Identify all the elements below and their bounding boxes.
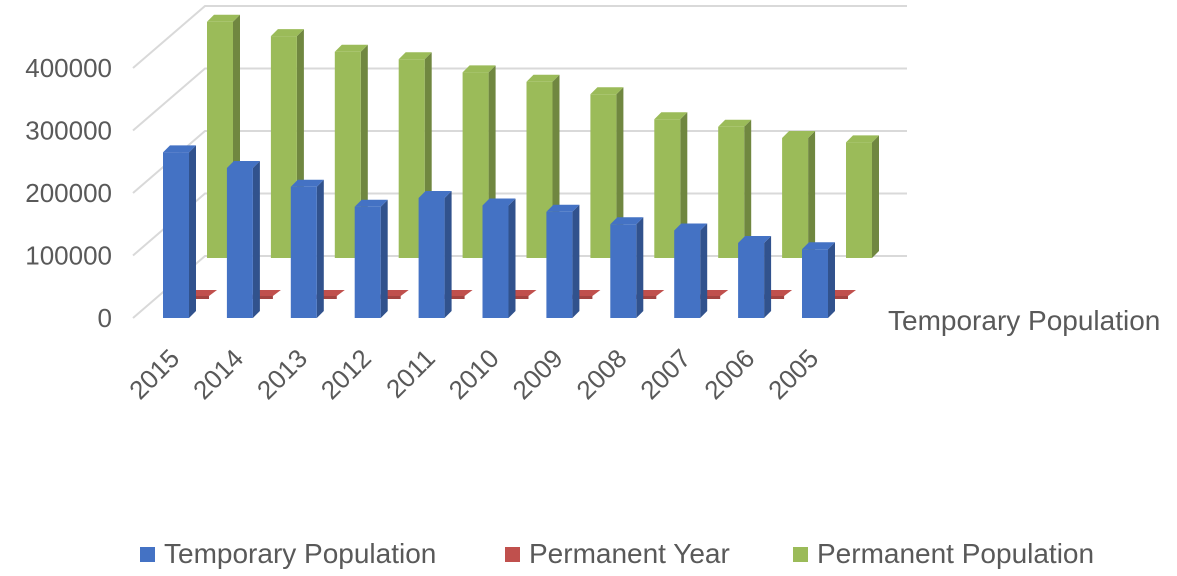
x-tick-label: 2014 <box>187 343 249 405</box>
legend-label: Temporary Population <box>164 538 437 569</box>
y-tick-label: 400000 <box>25 53 112 83</box>
x-tick-label: 2015 <box>123 343 185 405</box>
legend-swatch <box>793 546 808 562</box>
bar-temporary-population <box>546 204 580 318</box>
legend-swatch <box>505 546 520 562</box>
gridline <box>132 5 907 69</box>
x-tick-label: 2006 <box>698 343 760 405</box>
bar-temporary-population <box>290 179 324 318</box>
legend-item-permanent-population: Permanent Population <box>793 534 1094 574</box>
bar-permanent-population <box>782 131 816 258</box>
x-tick-label: 2007 <box>634 343 696 405</box>
bar-temporary-population <box>802 242 835 318</box>
x-tick-label: 2013 <box>251 343 313 405</box>
bar-temporary-population <box>674 223 708 318</box>
legend-item-permanent-year: Permanent Year <box>505 534 730 574</box>
x-tick-label: 2009 <box>507 343 569 405</box>
legend-label: Permanent Population <box>817 538 1095 569</box>
x-tick-label: 2011 <box>380 343 441 404</box>
y-tick-label: 0 <box>98 303 112 333</box>
legend-label: Permanent Year <box>529 538 730 569</box>
bar-temporary-population <box>482 198 516 318</box>
bar-temporary-population <box>226 161 260 318</box>
bar-temporary-population <box>610 217 644 318</box>
y-tick-label: 100000 <box>25 241 112 271</box>
x-tick-label: 2008 <box>570 343 632 405</box>
y-tick-label: 300000 <box>25 116 112 146</box>
x-tick-label: 2005 <box>762 343 824 405</box>
bar-temporary-population <box>738 236 772 318</box>
legend-swatch <box>140 546 155 562</box>
bar-temporary-population <box>418 191 452 318</box>
bar-temporary-population <box>354 199 388 318</box>
gridline <box>132 67 907 132</box>
x-axis: 2015 2014 2013 2012 2011 2010 2009 2008 2007 2006… <box>123 343 824 405</box>
x-tick-label: 2012 <box>315 343 377 405</box>
x-tick-label: 2010 <box>443 343 505 405</box>
depth-axis-label: Temporary Population <box>888 305 1160 336</box>
y-axis: 0 100000 200000 300000 400000 <box>25 53 112 333</box>
y-tick-label: 200000 <box>25 178 112 208</box>
legend: Temporary Population Permanent Year Perm… <box>0 534 1177 574</box>
bar-temporary-population <box>163 145 196 318</box>
temporary-population-series <box>163 145 835 318</box>
bar-permanent-population <box>718 119 752 258</box>
legend-item-temporary-population: Temporary Population <box>140 534 436 574</box>
bar-permanent-population <box>846 135 879 258</box>
